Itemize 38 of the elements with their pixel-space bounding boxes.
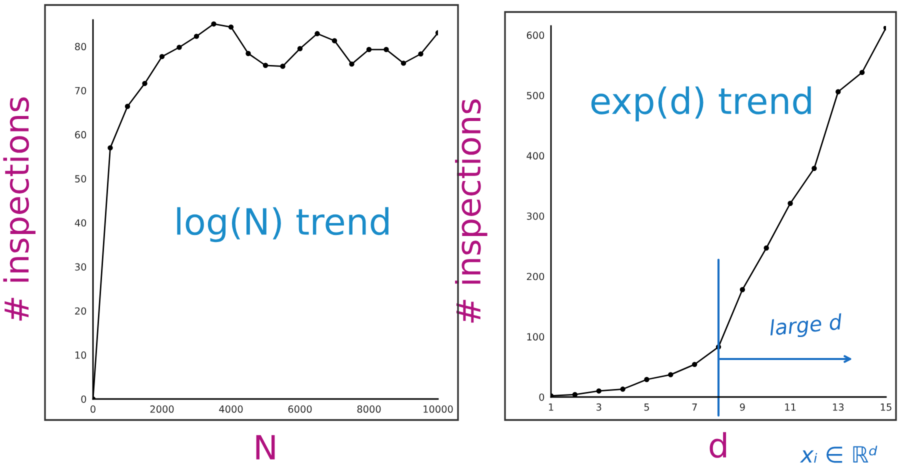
annotation: exp(d) trend [591,86,811,122]
y-axis-title: # inspections [3,97,36,321]
x-tick-label: 9 [740,403,745,411]
y-tick-label: 0 [539,393,544,401]
y-tick-label: 40 [74,219,86,227]
y-tick-label: 600 [526,32,544,39]
y-tick-label: 500 [526,92,544,100]
x-axis-title: N [256,435,275,460]
x-tick-label: 3 [596,403,602,411]
x-tick-label: 1 [548,404,554,411]
x-tick-label: 2000 [150,405,174,413]
y-tick-label: 70 [75,86,86,94]
y-tick-label: 60 [75,131,86,138]
x-tick-label: 7 [692,404,697,411]
x-tick-label: 0 [90,405,96,413]
x-tick-label: 6000 [288,405,312,413]
x-tick-label: 13 [833,403,844,411]
y-tick-label: 80 [75,42,86,50]
x-axis-title: d [710,432,726,458]
x-tick-label: 8000 [357,405,381,413]
y-tick-label: 0 [81,395,86,403]
annotation: large d [769,313,843,340]
x-tick-label: 4000 [219,405,243,413]
y-axis-title: # inspections [455,99,488,323]
x-tick-label: 11 [785,404,796,411]
y-tick-label: 30 [75,263,86,271]
y-tick-label: 10 [75,351,86,359]
y-tick-label: 200 [526,272,544,280]
y-tick-label: 300 [526,212,544,220]
annotation: log(N) trend [177,207,388,242]
y-tick-label: 100 [527,333,544,341]
y-tick-label: 20 [75,307,86,315]
x-tick-label: 15 [880,404,892,411]
y-tick-label: 400 [526,152,544,160]
y-tick-label: 50 [75,175,86,182]
text: xᵢ ∈ ℝᵈ [800,446,878,463]
x-tick-label: 10000 [424,405,453,413]
x-tick-label: 5 [644,404,649,411]
